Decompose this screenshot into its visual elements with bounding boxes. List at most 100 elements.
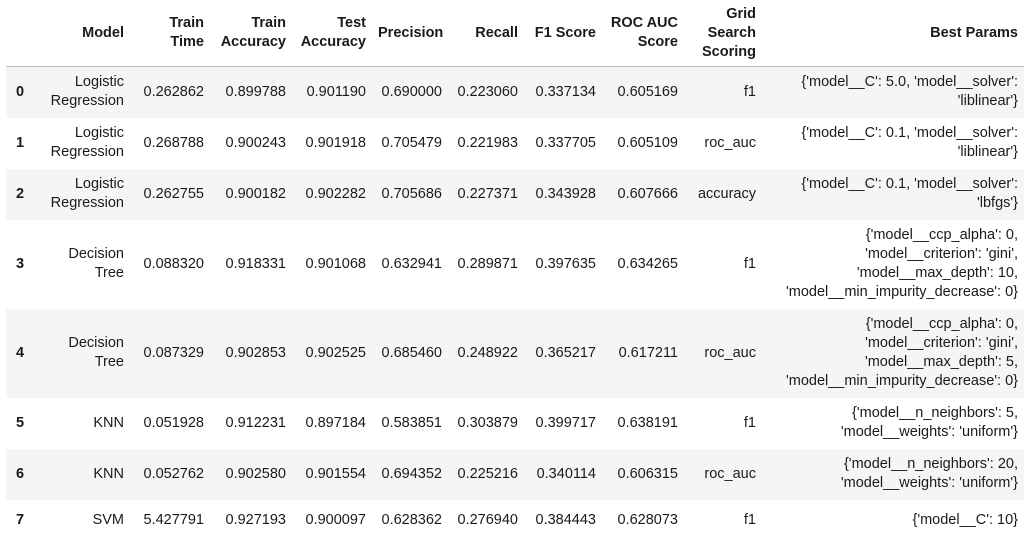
cell-test-accuracy: 0.901918 bbox=[305, 134, 366, 151]
cell-roc-auc: 0.617211 bbox=[618, 344, 678, 361]
cell-line: 'lbfgs'} bbox=[976, 195, 1018, 211]
cell-best-params: {'model__ccp_alpha': 0, 'model__criterion… bbox=[762, 309, 1024, 398]
cell-best-params: {'model__ccp_alpha': 0, 'model__criterion… bbox=[762, 220, 1024, 309]
cell-f1: 0.365217 bbox=[535, 344, 596, 361]
cell-recall: 0.225216 bbox=[457, 465, 518, 482]
cell-precision: 0.690000 bbox=[381, 83, 442, 100]
cell-best-params: {'model__C': 10} bbox=[762, 500, 1024, 541]
header-train-accuracy: Train Accuracy bbox=[210, 0, 292, 67]
cell-line: Logistic bbox=[74, 125, 124, 141]
cell-line: KNN bbox=[93, 414, 124, 431]
cell-f1: 0.397635 bbox=[535, 255, 596, 272]
cell-line: {'model__ccp_alpha': 0, bbox=[865, 316, 1018, 332]
cell-line: 'model__min_impurity_decrease': 0} bbox=[785, 373, 1018, 389]
cell-precision: 0.694352 bbox=[381, 465, 442, 482]
cell-roc-auc: 0.634265 bbox=[617, 255, 678, 272]
header-line: Grid bbox=[726, 5, 756, 22]
table-header: Model Train Time Train Accuracy Test Accura… bbox=[6, 0, 1024, 67]
header-line: Scoring bbox=[702, 43, 756, 60]
cell-train-accuracy: 0.900243 bbox=[225, 134, 286, 151]
header-line: Test bbox=[337, 15, 366, 31]
cell-line: 'model__max_depth': 5, bbox=[864, 354, 1018, 370]
cell-test-accuracy: 0.897184 bbox=[305, 414, 366, 431]
cell-f1: 0.399717 bbox=[535, 414, 596, 431]
cell-line: 'model__criterion': 'gini', bbox=[865, 335, 1018, 351]
cell-f1: 0.337705 bbox=[535, 134, 596, 151]
cell-line: {'model__C': 0.1, 'model__solver': bbox=[801, 125, 1018, 141]
cell-scoring: f1 bbox=[743, 83, 756, 100]
cell-test-accuracy: 0.901068 bbox=[305, 255, 366, 272]
cell-model: KNN bbox=[36, 398, 130, 449]
cell-scoring: f1 bbox=[743, 255, 756, 272]
cell-line: 'model__criterion': 'gini', bbox=[865, 246, 1018, 262]
table-row: 4 Decision Tree 0.087329 0.902853 0.902525 0.6… bbox=[6, 308, 1024, 398]
cell-line: {'model__C': 0.1, 'model__solver': bbox=[801, 176, 1018, 192]
cell-train-time: 5.427791 bbox=[143, 511, 204, 528]
cell-f1: 0.343928 bbox=[535, 185, 596, 202]
cell-train-accuracy: 0.899788 bbox=[225, 83, 286, 100]
header-line: Score bbox=[637, 34, 678, 50]
row-index: 3 bbox=[16, 255, 25, 272]
row-index: 6 bbox=[16, 465, 25, 482]
cell-line: 'model__max_depth': 10, bbox=[856, 265, 1018, 281]
cell-recall: 0.276940 bbox=[457, 511, 518, 528]
cell-model: Decision Tree bbox=[36, 309, 130, 398]
header-row: Model Train Time Train Accuracy Test Accura… bbox=[6, 0, 1024, 67]
cell-best-params: {'model__n_neighbors': 20, 'model__weight… bbox=[762, 449, 1024, 500]
cell-line: Decision bbox=[68, 335, 124, 351]
cell-line: Tree bbox=[94, 265, 124, 281]
cell-train-time: 0.051928 bbox=[143, 414, 204, 431]
header-line: ROC AUC bbox=[610, 15, 678, 31]
cell-roc-auc: 0.605169 bbox=[617, 83, 678, 100]
cell-train-accuracy: 0.900182 bbox=[225, 185, 286, 202]
cell-precision: 0.705686 bbox=[381, 185, 442, 202]
table-row: 0 Logistic Regression 0.262862 0.899788 0.901… bbox=[6, 66, 1024, 118]
cell-scoring: roc_auc bbox=[704, 344, 756, 361]
row-index: 1 bbox=[16, 134, 25, 151]
cell-precision: 0.628362 bbox=[381, 511, 442, 528]
header-train-time: Train Time bbox=[130, 0, 210, 67]
cell-roc-auc: 0.638191 bbox=[617, 414, 678, 431]
cell-line: {'model__ccp_alpha': 0, bbox=[865, 227, 1018, 243]
cell-best-params: {'model__n_neighbors': 5, 'model__weights… bbox=[762, 398, 1024, 449]
cell-line: 'liblinear'} bbox=[957, 144, 1018, 160]
cell-scoring: accuracy bbox=[697, 185, 756, 202]
cell-test-accuracy: 0.901554 bbox=[305, 465, 366, 482]
cell-model: SVM bbox=[36, 500, 130, 541]
cell-recall: 0.289871 bbox=[457, 255, 518, 272]
header-best-params: Best Params bbox=[762, 0, 1024, 67]
cell-precision: 0.705479 bbox=[381, 134, 442, 151]
cell-f1: 0.337134 bbox=[535, 83, 596, 100]
cell-model: Logistic Regression bbox=[36, 118, 130, 169]
cell-test-accuracy: 0.901190 bbox=[306, 83, 366, 100]
results-dataframe: Model Train Time Train Accuracy Test Accura… bbox=[6, 0, 1024, 541]
cell-best-params: {'model__C': 0.1, 'model__solver': 'lbfgs… bbox=[762, 169, 1024, 220]
header-model: Model bbox=[36, 0, 130, 67]
cell-line: Tree bbox=[94, 354, 124, 370]
header-recall: Recall bbox=[448, 0, 524, 67]
header-line: Accuracy bbox=[220, 34, 286, 50]
cell-line: {'model__C': 5.0, 'model__solver': bbox=[801, 74, 1018, 91]
cell-recall: 0.221983 bbox=[457, 134, 518, 151]
table-body: 0 Logistic Regression 0.262862 0.899788 0.901… bbox=[6, 66, 1024, 541]
header-line: Search bbox=[707, 24, 756, 41]
header-line: Train bbox=[251, 15, 286, 31]
cell-train-time: 0.268788 bbox=[143, 134, 204, 151]
row-index: 0 bbox=[16, 83, 25, 100]
cell-recall: 0.227371 bbox=[457, 185, 518, 202]
cell-train-accuracy: 0.927193 bbox=[225, 511, 286, 528]
cell-line: Regression bbox=[50, 144, 124, 160]
cell-roc-auc: 0.605109 bbox=[617, 134, 678, 151]
cell-train-accuracy: 0.918331 bbox=[225, 255, 286, 272]
cell-train-accuracy: 0.902580 bbox=[225, 465, 286, 482]
table-row: 5 KNN 0.051928 0.912231 0.897184 0.583851 0.30… bbox=[6, 397, 1024, 449]
header-index bbox=[6, 0, 36, 67]
cell-best-params: {'model__C': 0.1, 'model__solver': 'libli… bbox=[762, 118, 1024, 169]
cell-line: 'liblinear'} bbox=[957, 93, 1018, 110]
header-roc-auc: ROC AUC Score bbox=[602, 0, 684, 67]
cell-train-time: 0.262755 bbox=[143, 185, 204, 202]
cell-roc-auc: 0.607666 bbox=[617, 185, 678, 202]
cell-line: Regression bbox=[50, 195, 124, 211]
cell-test-accuracy: 0.900097 bbox=[305, 511, 366, 528]
cell-train-time: 0.087329 bbox=[143, 344, 204, 361]
